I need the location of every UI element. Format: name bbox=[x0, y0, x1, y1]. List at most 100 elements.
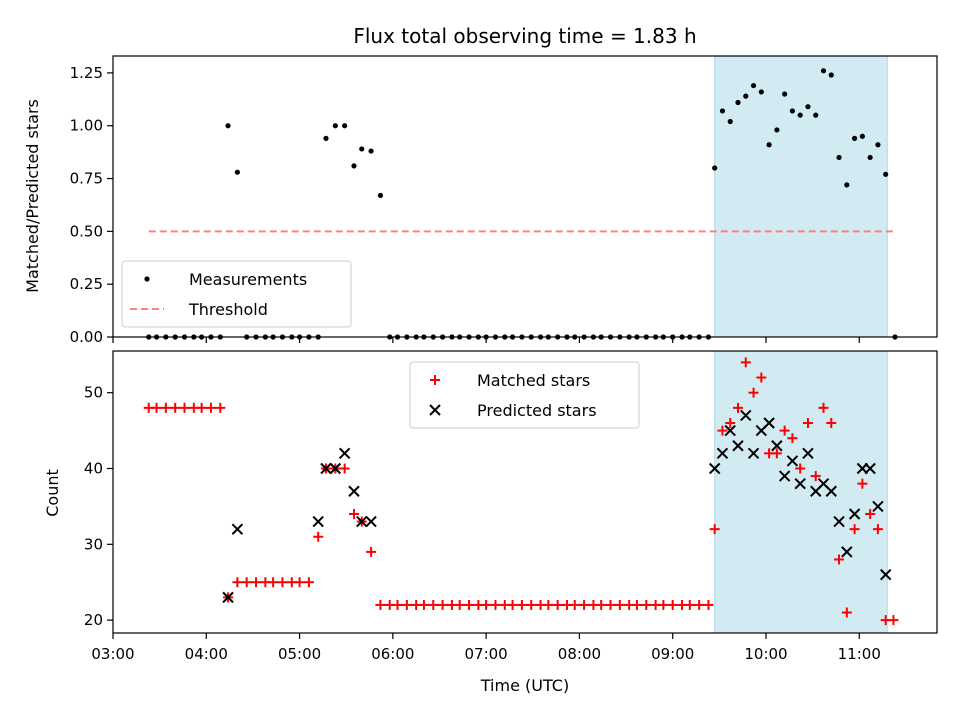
matched-point bbox=[667, 599, 678, 610]
legend-entry: Measurements bbox=[144, 270, 307, 289]
matched-point bbox=[294, 577, 305, 588]
y-tick-label: 20 bbox=[84, 611, 103, 629]
predicted-point bbox=[740, 409, 752, 422]
legend: Measurements Threshold bbox=[121, 260, 352, 328]
matched-point bbox=[709, 524, 720, 535]
matched-point bbox=[810, 471, 821, 482]
predicted-point bbox=[778, 470, 791, 482]
legend-entry: Threshold bbox=[130, 300, 268, 319]
matched-point bbox=[339, 463, 350, 474]
measurement-point bbox=[234, 169, 240, 175]
predicted-point bbox=[708, 462, 721, 475]
predicted-point bbox=[732, 440, 744, 452]
matched-point bbox=[795, 463, 806, 474]
matched-point bbox=[205, 402, 216, 413]
axes-frame bbox=[112, 350, 938, 634]
series-1 bbox=[222, 409, 892, 604]
matched-point bbox=[569, 599, 580, 610]
x-tick-label: 11:00 bbox=[838, 645, 881, 663]
measurement-point bbox=[789, 108, 796, 114]
matched-point bbox=[428, 599, 439, 610]
bottom-y-axis-label: Count bbox=[43, 469, 62, 517]
matched-point bbox=[418, 599, 429, 610]
x-tick-label: 09:00 bbox=[651, 645, 694, 663]
predicted-point bbox=[365, 515, 377, 528]
measurement-point bbox=[766, 142, 772, 148]
measurement-point bbox=[852, 135, 858, 141]
measurement-point bbox=[368, 148, 374, 154]
matched-point bbox=[215, 402, 226, 413]
matched-point bbox=[366, 546, 377, 557]
measurement-point bbox=[813, 112, 819, 118]
matched-point bbox=[857, 478, 868, 489]
matched-point bbox=[303, 577, 314, 588]
legend-label: Predicted stars bbox=[477, 401, 597, 420]
measurement-point bbox=[743, 93, 749, 99]
y-tick-label: 50 bbox=[84, 384, 103, 402]
chart-title: Flux total observing time = 1.83 h bbox=[353, 24, 696, 48]
legend-label: Measurements bbox=[189, 270, 307, 289]
matched-point bbox=[865, 508, 876, 519]
matched-point bbox=[684, 599, 695, 610]
measurement-point bbox=[719, 108, 726, 114]
y-tick-label: 40 bbox=[84, 460, 103, 478]
legend-label: Threshold bbox=[188, 300, 268, 319]
measurement-point bbox=[805, 104, 811, 110]
predicted-point bbox=[864, 462, 876, 475]
matched-point bbox=[507, 599, 518, 610]
measurement-point bbox=[797, 112, 803, 118]
predicted-point bbox=[724, 424, 736, 437]
matched-point bbox=[872, 524, 883, 535]
matched-point bbox=[787, 433, 798, 444]
legend-box bbox=[121, 260, 352, 328]
predicted-point bbox=[848, 508, 861, 520]
matched-point bbox=[779, 425, 790, 436]
matched-point bbox=[552, 599, 563, 610]
matched-point bbox=[725, 418, 736, 429]
axes-frame bbox=[112, 55, 938, 338]
predicted-point bbox=[312, 515, 324, 528]
measurement-point bbox=[727, 118, 733, 125]
matched-point bbox=[313, 531, 324, 542]
measurement-point bbox=[844, 182, 850, 188]
matched-point bbox=[437, 599, 448, 610]
x-tick-label: 10:00 bbox=[744, 645, 787, 663]
matched-point bbox=[605, 599, 616, 610]
matched-point bbox=[826, 418, 837, 429]
matched-point bbox=[694, 599, 705, 610]
legend-entry: Predicted stars bbox=[429, 401, 597, 420]
x-tick-label: 06:00 bbox=[371, 645, 414, 663]
highlight-span bbox=[714, 350, 888, 634]
matched-point bbox=[151, 402, 162, 413]
matched-point bbox=[717, 425, 728, 436]
legend-entry: Matched stars bbox=[430, 371, 590, 390]
predicted-point bbox=[222, 591, 234, 604]
measurement-point bbox=[782, 91, 788, 97]
matched-point bbox=[732, 402, 743, 413]
predicted-point bbox=[825, 485, 837, 497]
measurement-point bbox=[225, 123, 231, 129]
measurement-point bbox=[351, 163, 357, 169]
matched-point bbox=[841, 607, 852, 618]
x-tick-label: 04:00 bbox=[185, 645, 228, 663]
matched-point bbox=[543, 599, 554, 610]
matched-point bbox=[703, 599, 714, 610]
matched-point bbox=[579, 599, 590, 610]
measurement-point bbox=[359, 146, 365, 152]
highlight-span bbox=[714, 55, 888, 338]
predicted-point bbox=[338, 447, 351, 460]
measurement-point bbox=[859, 133, 865, 139]
measurement-point bbox=[875, 142, 881, 148]
y-tick-label: 1.00 bbox=[70, 117, 103, 135]
matched-point bbox=[596, 599, 607, 610]
x-axis-label: Time (UTC) bbox=[480, 676, 569, 695]
matched-point bbox=[170, 402, 181, 413]
matched-point bbox=[614, 599, 625, 610]
series-0 bbox=[143, 357, 899, 626]
legend-marker bbox=[429, 404, 441, 416]
matched-point bbox=[277, 577, 288, 588]
matched-point bbox=[641, 599, 652, 610]
predicted-point bbox=[356, 515, 368, 528]
predicted-point bbox=[231, 523, 244, 535]
